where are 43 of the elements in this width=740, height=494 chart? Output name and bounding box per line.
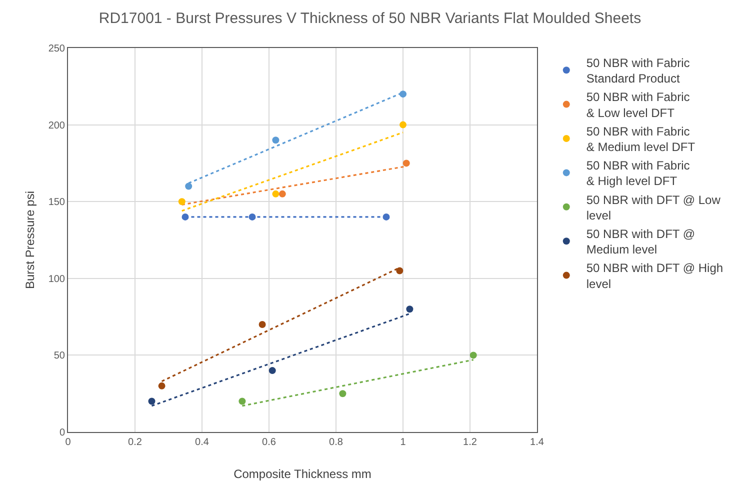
x-tick-label: 1.2 [463, 437, 478, 448]
point [278, 190, 286, 198]
point [470, 352, 477, 359]
y-axis-title: Burst Pressure psi [23, 190, 37, 290]
point [402, 160, 410, 167]
x-tick-label: 0.2 [128, 437, 142, 448]
x-tick-label: 0.6 [262, 437, 276, 448]
y-tick-label: 100 [48, 274, 66, 285]
point [185, 182, 192, 190]
legend-label: 50 NBR with DFT @ Low level [586, 192, 721, 222]
x-tick-label: 0.4 [195, 437, 210, 448]
point [148, 398, 156, 405]
point [178, 198, 186, 206]
point [382, 213, 390, 220]
legend-label: 50 NBR with Fabric & Medium level DFT [586, 124, 696, 154]
chart-title: RD17001 - Burst Pressures V Thickness of 50 NBR Variants Flat Moulded Sheets [98, 10, 642, 27]
point [339, 390, 346, 398]
x-tick-label: 1 [400, 437, 406, 448]
legend-label: 50 NBR with Fabric & High level DFT [586, 158, 690, 188]
point [238, 398, 246, 405]
y-tick-label: 0 [59, 428, 66, 438]
point [268, 367, 276, 374]
point [272, 136, 280, 144]
legend-label: 50 NBR with DFT @ High level [586, 261, 724, 291]
y-tick-label: 50 [54, 350, 66, 362]
point [406, 306, 414, 313]
legend-label: 50 NBR with Fabric Standard Product [586, 56, 690, 86]
x-tick-label: 1.4 [530, 437, 544, 448]
point [396, 267, 404, 274]
point [272, 190, 280, 198]
y-tick-label: 150 [48, 197, 66, 208]
point [158, 382, 166, 390]
x-axis-title: Composite Thickness mm [234, 467, 372, 481]
point [400, 121, 406, 128]
legend-label: 50 NBR with DFT @ Medium level [586, 226, 696, 257]
legend-label: 50 NBR with Fabric & Low level DFT [586, 90, 690, 120]
point [248, 213, 256, 220]
y-tick-label: 200 [48, 120, 66, 132]
point [258, 320, 266, 328]
point [400, 90, 406, 98]
point [182, 213, 189, 220]
y-tick-label: 250 [48, 44, 66, 54]
x-tick-label: 0.8 [329, 437, 344, 448]
